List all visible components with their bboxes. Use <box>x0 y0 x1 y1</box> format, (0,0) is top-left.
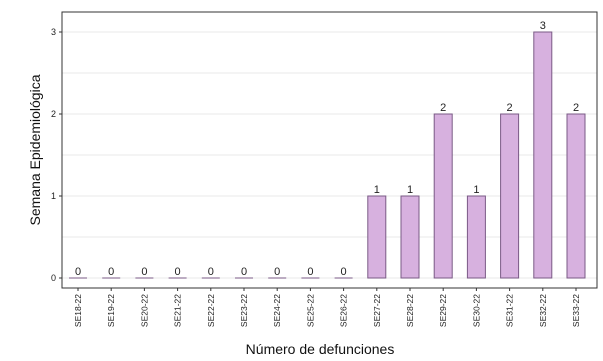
bar <box>466 195 486 279</box>
y-axis-title: Semana Epidemiológica <box>27 74 43 225</box>
x-axis-ticks: SE18-22 SE19-22 SE20-22 SE21-22 SE22-22 SE23-… <box>73 288 581 327</box>
x-tick-label: SE26-22 <box>339 294 349 327</box>
y-tick-label: 2 <box>51 109 56 119</box>
data-label: 2 <box>507 102 513 114</box>
y-tick-label: 0 <box>51 273 56 283</box>
data-label: 0 <box>175 266 181 278</box>
data-label: 2 <box>573 102 579 114</box>
data-label: 0 <box>307 266 313 278</box>
x-tick-label: SE24-22 <box>272 294 282 327</box>
x-tick-label: SE18-22 <box>73 294 83 327</box>
data-label: 0 <box>208 266 214 278</box>
x-tick-label: SE20-22 <box>139 294 149 327</box>
data-label: 0 <box>241 266 247 278</box>
bars-group <box>69 31 586 279</box>
bar <box>433 113 453 279</box>
x-tick-label: SE28-22 <box>405 294 415 327</box>
y-tick-label: 3 <box>51 27 56 37</box>
data-label: 0 <box>274 266 280 278</box>
x-tick-label: SE19-22 <box>106 294 116 327</box>
data-labels-group: 0 0 0 0 0 0 0 0 0 1 1 2 1 2 3 2 <box>75 20 579 278</box>
x-tick-label: SE21-22 <box>173 294 183 327</box>
x-tick-label: SE33-22 <box>571 294 581 327</box>
bar <box>500 113 520 279</box>
x-tick-label: SE27-22 <box>372 294 382 327</box>
data-label: 0 <box>341 266 347 278</box>
data-label: 2 <box>440 102 446 114</box>
y-tick-label: 1 <box>51 191 56 201</box>
x-tick-label: SE25-22 <box>305 294 315 327</box>
data-label: 1 <box>374 184 380 196</box>
data-label: 1 <box>407 184 413 196</box>
x-axis-title: Número de defunciones <box>246 341 395 357</box>
bar <box>566 113 586 279</box>
plot-frame <box>61 11 598 289</box>
x-tick-label: SE29-22 <box>438 294 448 327</box>
data-label: 1 <box>473 184 479 196</box>
data-label: 3 <box>540 20 546 32</box>
bar <box>400 195 420 279</box>
x-tick-label: SE30-22 <box>471 294 481 327</box>
data-label: 0 <box>141 266 147 278</box>
bar <box>367 195 387 279</box>
x-tick-label: SE32-22 <box>538 294 548 327</box>
bar <box>533 31 553 279</box>
x-tick-label: SE23-22 <box>239 294 249 327</box>
x-tick-label: SE31-22 <box>505 294 515 327</box>
x-tick-label: SE22-22 <box>206 294 216 327</box>
data-label: 0 <box>108 266 114 278</box>
data-label: 0 <box>75 266 81 278</box>
